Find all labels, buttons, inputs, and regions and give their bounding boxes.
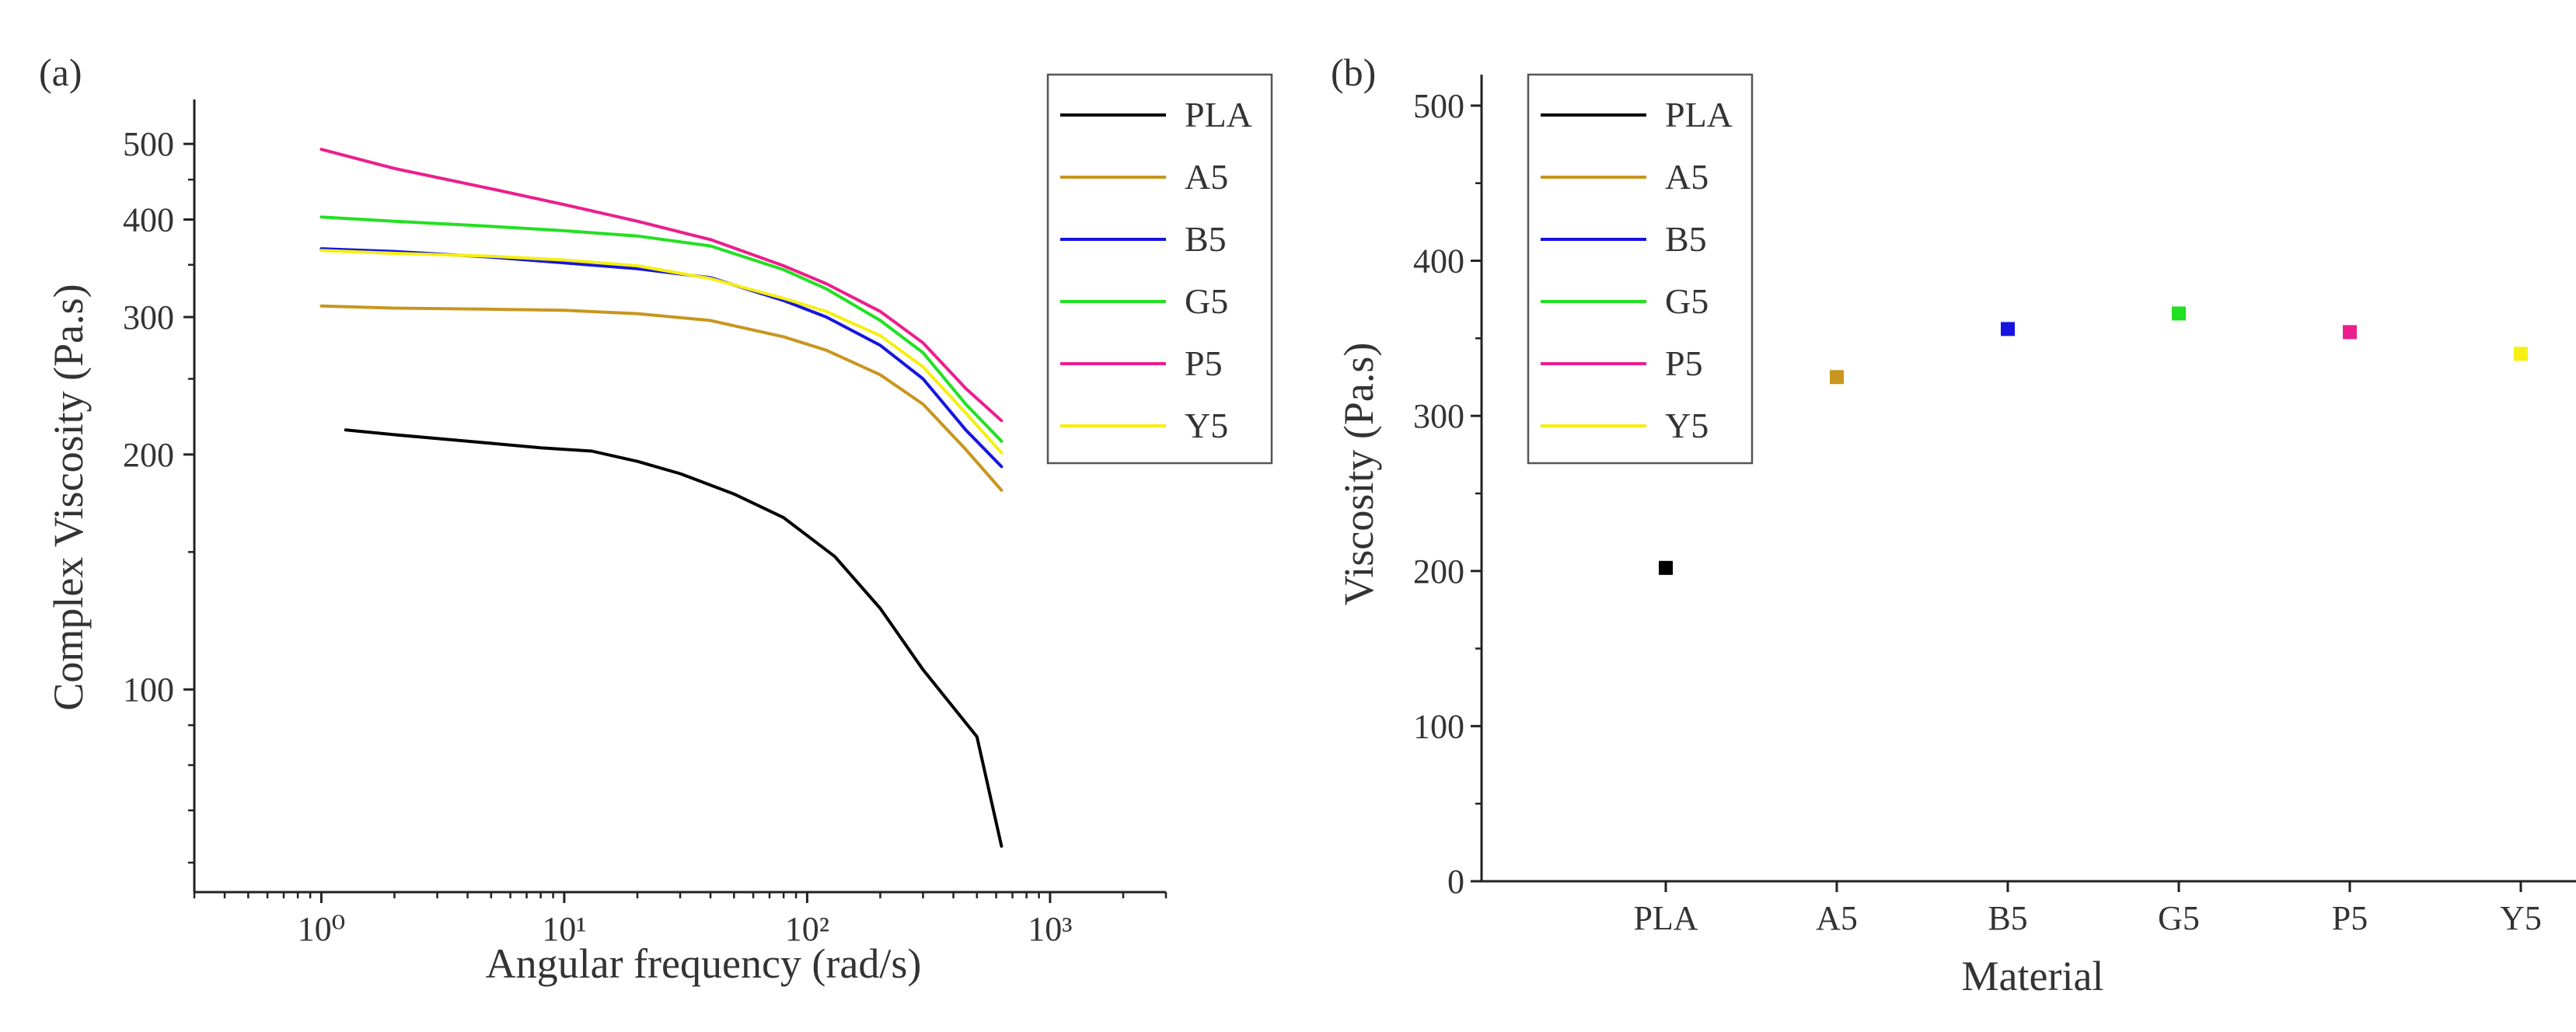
- legend-label-b5: B5: [1185, 219, 1227, 259]
- panel-b-legend-box: [1527, 73, 1754, 465]
- y-tick-label: 200: [123, 436, 174, 474]
- panel-a-legend: PLA A5 B5 G5 P5 Y5: [1046, 73, 1273, 465]
- legend-label-a5: A5: [1185, 157, 1228, 197]
- x-tick-label: 10⁰: [298, 910, 346, 948]
- series-line-a5: [319, 304, 1004, 492]
- panel-a-x-axis-title: Angular frequency (rad/s): [486, 940, 922, 987]
- panel-b-viscosity-by-material-chart: (b) 0 100 200 300 400 500 PLA A5 B5 G5 P…: [1331, 51, 2576, 999]
- panel-b-points: [1659, 306, 2528, 575]
- y-tick-label: 0: [1447, 863, 1464, 901]
- y-tick-label: 300: [123, 298, 174, 336]
- legend-label-y5: Y5: [1665, 406, 1709, 445]
- legend-label-a5: A5: [1665, 157, 1709, 197]
- y-tick-label: 400: [123, 200, 174, 239]
- panel-a-series: [319, 148, 1004, 848]
- data-point-y5: [2514, 347, 2528, 361]
- panel-a-complex-viscosity-chart: (a) 100 200 300 400 500 10⁰ 10¹ 10² 10³ …: [39, 51, 1273, 987]
- x-tick-label: 10¹: [542, 910, 586, 948]
- data-point-b5: [2001, 322, 2015, 336]
- series-line-p5: [319, 148, 1004, 423]
- y-tick-label: 300: [1413, 397, 1464, 435]
- y-tick-label: 500: [123, 125, 174, 163]
- panel-a-y-axis-title: Complex Viscosity (Pa.s): [45, 284, 92, 710]
- legend-label-pla: PLA: [1665, 95, 1733, 134]
- panel-b-x-ticks: [1664, 881, 2522, 892]
- x-tick-label-material: A5: [1816, 899, 1858, 937]
- x-tick-label-material: Y5: [2500, 899, 2542, 937]
- panel-b-legend: PLA A5 B5 G5 P5 Y5: [1527, 73, 1754, 465]
- data-point-g5: [2172, 306, 2186, 321]
- data-point-a5: [1830, 370, 1844, 385]
- panel-b-x-axis-title: Material: [1962, 953, 2104, 999]
- y-tick-label: 500: [1413, 87, 1464, 125]
- panel-a-label: (a): [39, 51, 82, 94]
- panel-b-y-axis-title: Viscosity (Pa.s): [1335, 343, 1382, 606]
- series-line-y5: [319, 249, 1004, 455]
- y-tick-label: 100: [1413, 707, 1464, 745]
- x-tick-label: 10²: [785, 910, 829, 948]
- legend-label-y5: Y5: [1185, 406, 1228, 445]
- legend-label-p5: P5: [1185, 343, 1223, 383]
- x-tick-label: 10³: [1028, 910, 1072, 948]
- panel-b-y-ticks: [1471, 104, 1482, 883]
- panel-a-legend-box: [1046, 73, 1273, 465]
- panel-b-y-tick-labels: 0 100 200 300 400 500: [1413, 87, 1464, 901]
- y-tick-label: 400: [1413, 242, 1464, 281]
- y-tick-label: 100: [123, 671, 174, 709]
- panel-b-x-tick-labels: PLA A5 B5 G5 P5 Y5: [1633, 899, 2541, 937]
- panel-a-y-ticks: [183, 142, 194, 864]
- legend-label-b5: B5: [1665, 219, 1707, 259]
- legend-label-g5: G5: [1665, 281, 1709, 321]
- x-tick-label-material: G5: [2158, 899, 2200, 937]
- panel-a-x-ticks: [193, 892, 1168, 903]
- data-point-p5: [2343, 325, 2357, 340]
- series-line-pla: [344, 428, 1004, 848]
- series-line-g5: [319, 215, 1004, 443]
- legend-label-g5: G5: [1185, 281, 1228, 321]
- legend-label-p5: P5: [1665, 343, 1703, 383]
- legend-label-pla: PLA: [1185, 95, 1252, 134]
- series-line-b5: [319, 247, 1004, 469]
- x-tick-label-material: P5: [2332, 899, 2368, 937]
- x-tick-label-material: PLA: [1633, 899, 1698, 937]
- y-tick-label: 200: [1413, 553, 1464, 591]
- panel-a-x-tick-labels: 10⁰ 10¹ 10² 10³: [298, 910, 1073, 948]
- panel-a-y-tick-labels: 100 200 300 400 500: [123, 125, 174, 709]
- data-point-pla: [1659, 560, 1673, 575]
- x-tick-label-material: B5: [1988, 899, 2027, 937]
- panel-b-label: (b): [1331, 51, 1376, 94]
